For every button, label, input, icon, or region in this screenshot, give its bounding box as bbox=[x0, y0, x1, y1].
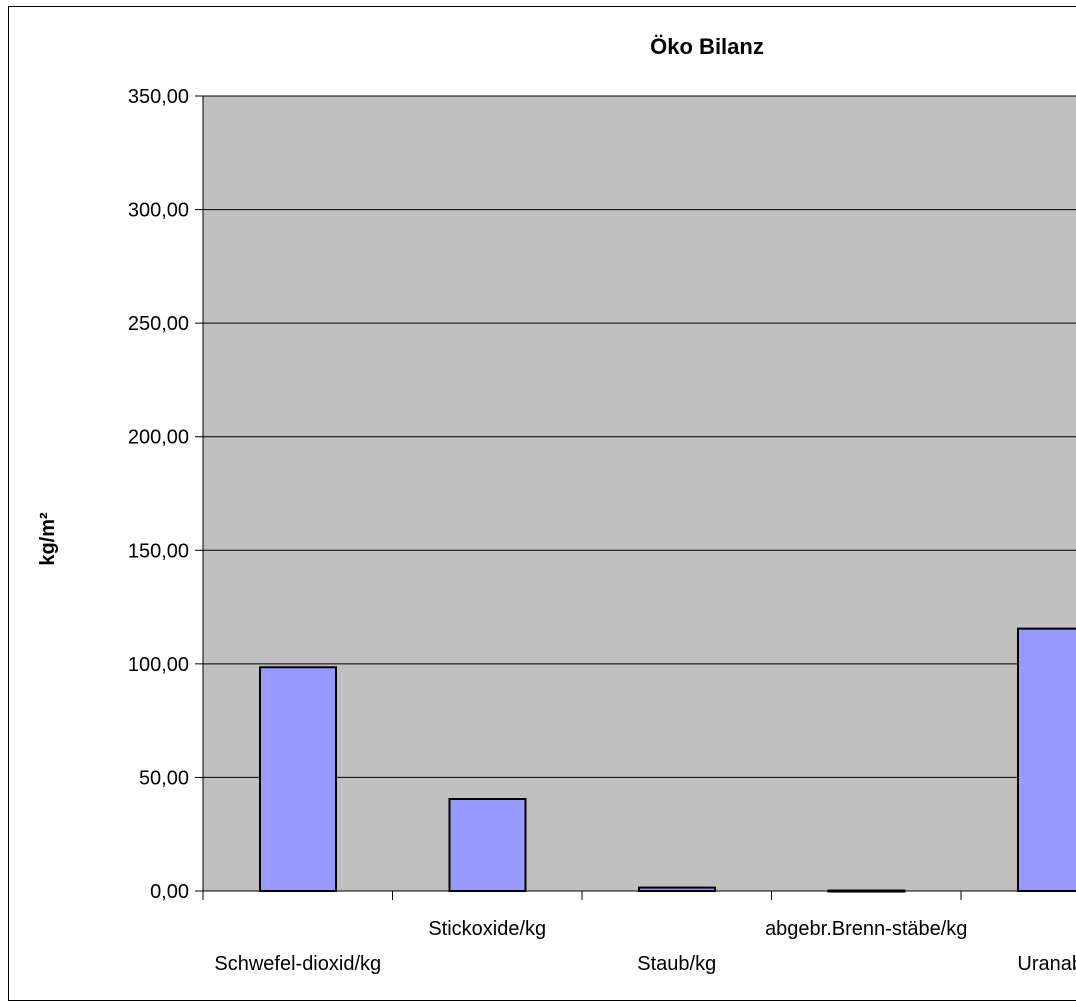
y-tick-label: 200,00 bbox=[128, 427, 189, 449]
y-tick-label: 0,00 bbox=[150, 881, 189, 903]
bar bbox=[259, 666, 337, 892]
y-tick-label: 300,00 bbox=[128, 200, 189, 222]
x-tick-label: abgebr.Brenn-stäbe/kg bbox=[765, 918, 967, 940]
bar bbox=[638, 886, 716, 892]
y-tick-label: 100,00 bbox=[128, 654, 189, 676]
x-tick-label: Uranabb bbox=[1017, 953, 1076, 975]
x-tick-label: Staub/kg bbox=[637, 953, 716, 975]
bar-chart: Öko Bilanz 0,00 50,00 100,00 150,00 200,00 25… bbox=[37, 34, 1076, 975]
y-tick-label: 350,00 bbox=[128, 86, 189, 108]
plot-background bbox=[203, 96, 1076, 891]
plot-area: 0,00 50,00 100,00 150,00 200,00 250,00 300,00 3… bbox=[128, 86, 1076, 975]
chart-title: Öko Bilanz bbox=[650, 34, 764, 59]
bar bbox=[1017, 627, 1076, 893]
y-tick-label: 150,00 bbox=[128, 540, 189, 562]
x-tick-label: Schwefel-dioxid/kg bbox=[214, 953, 381, 975]
y-tick-label: 250,00 bbox=[128, 313, 189, 335]
y-tick-label: 50,00 bbox=[139, 767, 189, 789]
chart-frame: Öko Bilanz 0,00 50,00 100,00 150,00 200,00 25… bbox=[8, 6, 1076, 1001]
x-tick-label: Stickoxide/kg bbox=[428, 918, 546, 940]
bar bbox=[448, 798, 527, 892]
y-axis-label: kg/m² bbox=[37, 512, 59, 566]
